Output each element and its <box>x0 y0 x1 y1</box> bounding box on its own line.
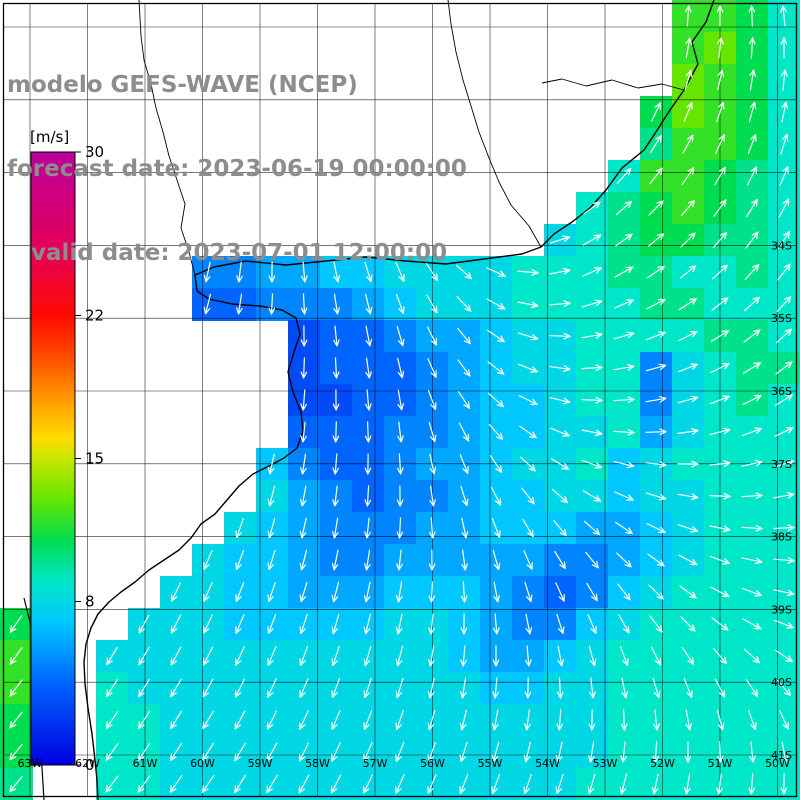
lon-label: 55W <box>478 757 503 770</box>
forecast-date: forecast date: 2023-06-19 00:00:00 <box>7 156 467 182</box>
coastline-main <box>83 0 715 800</box>
lon-label: 58W <box>305 757 330 770</box>
river-1 <box>138 0 196 276</box>
colorbar-unit-label: [m/s] <box>30 128 70 146</box>
wind-arrows <box>9 5 795 795</box>
lat-label: 36S <box>771 385 792 398</box>
colorbar <box>31 152 75 765</box>
river-0 <box>447 0 542 248</box>
colorbar-tick-label: 15 <box>85 450 104 468</box>
lon-label: 62W <box>75 757 100 770</box>
lon-label: 61W <box>133 757 158 770</box>
lon-label: 56W <box>420 757 445 770</box>
colorbar-tick-label: 22 <box>85 306 104 324</box>
valid-date: valid date: 2023-07-01 12:00:00 <box>7 240 448 266</box>
lat-label: 37S <box>771 458 792 471</box>
colorbar-tick-label: 8 <box>85 593 95 611</box>
colorbar-tick-label: 30 <box>85 143 104 161</box>
model-title: modelo GEFS-WAVE (NCEP) <box>7 72 358 98</box>
lon-label: 60W <box>190 757 215 770</box>
lat-label: 40S <box>771 676 792 689</box>
lon-label: 50W <box>765 757 790 770</box>
lat-label: 41S <box>771 749 792 762</box>
lon-label: 57W <box>363 757 388 770</box>
lon-label: 53W <box>593 757 618 770</box>
lon-label: 52W <box>650 757 675 770</box>
lat-label: 38S <box>771 531 792 544</box>
lat-label: 35S <box>771 312 792 325</box>
lon-label: 63W <box>18 757 43 770</box>
lat-label: 39S <box>771 603 792 616</box>
lon-label: 59W <box>248 757 273 770</box>
lon-label: 54W <box>535 757 560 770</box>
lat-label: 34S <box>771 239 792 252</box>
lon-label: 51W <box>708 757 733 770</box>
inland-border <box>541 78 685 91</box>
colorbar-tick-label: 0 <box>85 756 95 774</box>
title-block: modelo GEFS-WAVE (NCEP) forecast date: 2… <box>7 15 467 323</box>
